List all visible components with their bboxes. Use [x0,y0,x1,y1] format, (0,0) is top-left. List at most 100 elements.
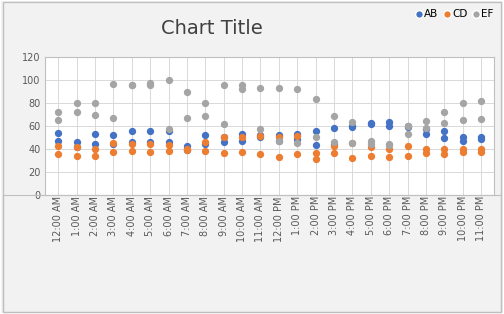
Point [109,82,117,87]
Point [91,146,99,151]
Point [73,109,81,114]
Point [404,124,412,129]
Point [146,129,154,134]
Point [440,129,449,134]
Point [385,123,393,128]
Point [91,100,99,105]
Point [293,137,301,142]
Point [330,142,338,147]
Point [422,127,430,132]
Point [220,83,228,88]
Point [367,138,375,143]
Point [109,142,117,147]
Point [330,151,338,156]
Point [73,145,81,150]
Point [146,142,154,147]
Point [164,139,172,144]
Point [385,146,393,151]
Point [220,151,228,156]
Point [183,146,191,151]
Point [220,135,228,140]
Point [440,121,449,126]
Point [367,145,375,150]
Point [220,122,228,127]
Point [201,114,209,119]
Point [73,139,81,144]
Point [404,131,412,136]
Point [459,117,467,122]
Point [128,149,136,154]
Point [54,109,62,114]
Point [477,146,485,151]
Point [201,132,209,137]
Point [257,127,265,132]
Point [238,138,246,143]
Point [348,124,356,129]
Point [440,136,449,141]
Point [220,139,228,144]
Point [54,138,62,143]
Point [459,135,467,140]
Point [257,152,265,157]
Point [257,85,265,90]
Point [275,135,283,140]
Point [109,115,117,120]
Point [404,123,412,128]
Point [404,144,412,149]
Point [422,146,430,151]
Point [201,139,209,144]
Point [477,116,485,121]
Point [275,154,283,159]
Point [293,86,301,91]
Point [164,129,172,134]
Legend: AB, CD, EF: AB, CD, EF [417,9,493,19]
Point [183,90,191,95]
Point [164,143,172,148]
Point [367,153,375,158]
Point [128,139,136,144]
Point [275,138,283,143]
Point [459,138,467,143]
Point [54,130,62,135]
Point [146,139,154,144]
Point [330,114,338,119]
Point [422,131,430,136]
Point [422,125,430,130]
Point [183,147,191,152]
Point [367,122,375,127]
Point [128,83,136,88]
Point [164,77,172,82]
Point [293,133,301,138]
Point [238,135,246,140]
Point [311,97,320,102]
Point [275,85,283,90]
Point [238,149,246,154]
Point [146,149,154,154]
Point [73,100,81,105]
Point [109,140,117,145]
Point [91,142,99,147]
Point [459,146,467,151]
Point [404,123,412,128]
Point [459,149,467,154]
Point [404,153,412,158]
Point [146,83,154,88]
Point [91,131,99,136]
Point [367,121,375,126]
Point [330,125,338,130]
Point [91,113,99,118]
Point [440,109,449,114]
Point [311,129,320,134]
Point [330,144,338,149]
Point [293,131,301,136]
Point [220,135,228,140]
Point [422,118,430,123]
Point [183,147,191,152]
Point [367,142,375,147]
Point [257,132,265,137]
Point [330,139,338,144]
Point [348,140,356,145]
Point [128,129,136,134]
Point [257,135,265,140]
Point [422,151,430,156]
